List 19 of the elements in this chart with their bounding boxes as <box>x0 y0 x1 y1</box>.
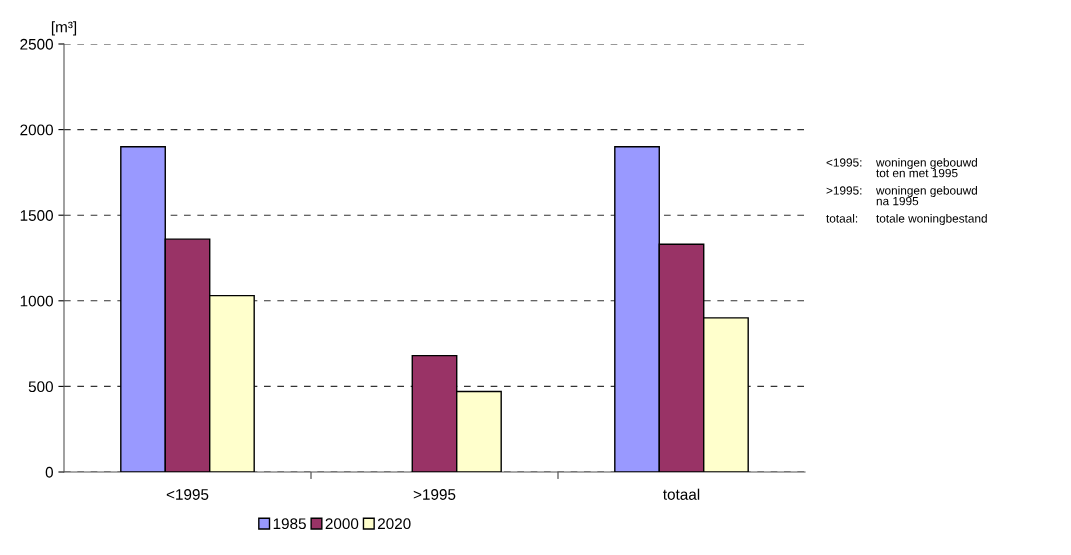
text: woningen gebouwd na 1995 <box>875 186 977 206</box>
text: totale woningbestand <box>876 214 987 225</box>
y-tick-label: 1000 <box>20 295 53 307</box>
text: >1995: <box>826 186 862 195</box>
y-tick-label: 2000 <box>20 124 53 136</box>
y-tick-label: 1500 <box>20 210 53 221</box>
y-axis-title: [m³] <box>51 21 77 36</box>
text: totaal: <box>826 214 858 223</box>
x-tick-label: totaal <box>663 488 700 500</box>
text: <1995: <box>826 158 862 167</box>
y-tick-label: 0 <box>45 466 53 478</box>
legend-label: 1985 <box>273 518 306 530</box>
legend-label: 2020 <box>377 518 411 530</box>
y-tick-label: 500 <box>28 381 53 393</box>
y-tick-label: 2500 <box>20 38 53 50</box>
text: woningen gebouwd tot en met 1995 <box>875 158 977 178</box>
x-tick-label: <1995 <box>166 489 209 500</box>
x-tick-label: >1995 <box>413 489 456 500</box>
legend-label: 2000 <box>325 518 359 530</box>
